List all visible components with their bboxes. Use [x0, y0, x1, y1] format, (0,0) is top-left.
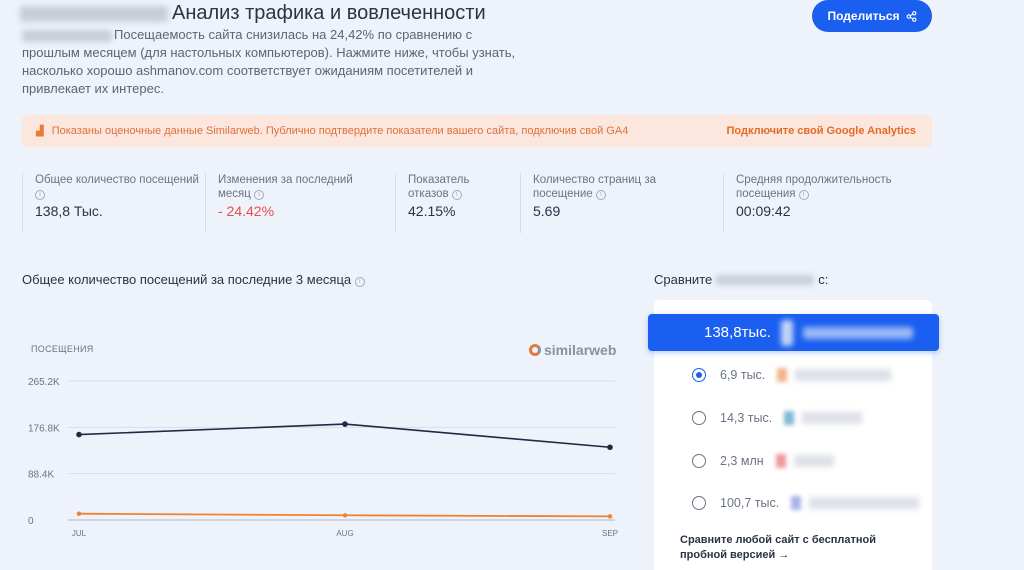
- metric-label: Средняя продолжительность посещения: [736, 174, 892, 200]
- site-favicon-blurred: [775, 454, 786, 468]
- data-point[interactable]: [607, 444, 613, 451]
- share-button[interactable]: Поделиться: [812, 0, 932, 32]
- compare-option[interactable]: 14,3 тыс.: [692, 408, 863, 428]
- visits-line-chart: 0 88.4K 176.8K 265.2K JUL AUG SEP: [28, 377, 618, 538]
- radio-button[interactable]: [692, 454, 706, 468]
- chart-y-axis-label: ПОСЕЩЕНИЯ: [31, 344, 94, 354]
- site-favicon-blurred: [780, 319, 793, 346]
- data-point[interactable]: [342, 421, 348, 427]
- radio-button[interactable]: [692, 496, 706, 510]
- radio-button-selected[interactable]: [692, 368, 706, 382]
- metric-monthly-change: Изменения за последний месяц i - 24.42%: [205, 173, 395, 233]
- info-icon[interactable]: i: [451, 190, 462, 200]
- similarweb-logo: similarweb: [529, 342, 616, 358]
- y-tick-label: 176.8K: [28, 423, 60, 434]
- bar-chart-icon: ▟: [36, 125, 44, 137]
- metric-value: 42.15%: [408, 203, 456, 219]
- site-name-blurred: [802, 412, 863, 424]
- free-trial-link[interactable]: Сравните любой сайт с бесплатной пробной…: [680, 534, 876, 561]
- option-visits: 14,3 тыс.: [720, 411, 773, 425]
- y-tick-label: 88.4K: [28, 470, 54, 481]
- metric-label: Общее количество посещений: [35, 174, 199, 186]
- compare-option[interactable]: 6,9 тыс.: [692, 365, 892, 385]
- info-icon[interactable]: i: [798, 190, 809, 200]
- compare-option[interactable]: 100,7 тыс.: [692, 493, 920, 513]
- site-name-blurred: [22, 30, 112, 42]
- y-tick-label: 265.2K: [28, 377, 60, 388]
- compare-option[interactable]: 2,3 млн: [692, 451, 834, 471]
- site-favicon-blurred: [784, 411, 795, 425]
- data-point[interactable]: [76, 511, 82, 516]
- metric-pages-per-visit: Количество страниц за посещение i 5.69: [520, 173, 722, 233]
- site-name-blurred: [802, 326, 913, 339]
- page-description: Посещаемость сайта снизилась на 24,42% п…: [22, 27, 516, 96]
- page-title: Анализ трафика и вовлеченности: [172, 2, 486, 24]
- similarweb-logo-text: similarweb: [544, 342, 617, 358]
- x-tick-label: JUL: [72, 529, 87, 538]
- metric-label: Изменения за последний месяц: [218, 174, 353, 200]
- metric-total-visits: Общее количество посещений i 138,8 Тыс.: [22, 173, 204, 233]
- site-name-blurred: [20, 6, 168, 22]
- compare-title-suffix: с:: [818, 272, 829, 287]
- chart-title-text: Общее количество посещений за последние …: [22, 272, 352, 287]
- banner-text: Показаны оценочные данные Similarweb. Пу…: [51, 125, 629, 137]
- share-icon: [906, 10, 916, 22]
- radio-button[interactable]: [692, 411, 706, 425]
- x-tick-label: AUG: [336, 529, 353, 538]
- metric-value: 5.69: [533, 203, 561, 219]
- similarweb-logo-icon: [529, 344, 541, 356]
- metrics-row: Общее количество посещений i 138,8 Тыс. …: [22, 173, 932, 233]
- option-visits: 2,3 млн: [720, 454, 764, 468]
- site-favicon-blurred: [777, 368, 788, 382]
- option-visits: 6,9 тыс.: [720, 368, 766, 382]
- info-icon[interactable]: i: [254, 190, 265, 200]
- data-point[interactable]: [76, 431, 82, 438]
- metric-value: 00:09:42: [736, 203, 791, 219]
- data-point[interactable]: [342, 513, 348, 518]
- site-favicon-blurred: [791, 496, 802, 510]
- chart-title: Общее количество посещений за последние …: [22, 272, 365, 287]
- main-site-row: 138,8тыс.: [648, 314, 939, 351]
- metric-value: - 24.42%: [218, 203, 275, 219]
- share-button-label: Поделиться: [827, 9, 900, 23]
- x-tick-label: SEP: [602, 529, 618, 538]
- site-name-blurred: [795, 369, 892, 381]
- site-name-blurred: [716, 275, 815, 285]
- metric-label: Количество страниц за посещение: [533, 174, 656, 200]
- info-icon[interactable]: i: [595, 190, 606, 200]
- compare-title-prefix: Сравните: [654, 272, 713, 287]
- site-name-blurred: [793, 455, 834, 467]
- metric-label: Показатель отказов: [408, 174, 470, 200]
- data-point[interactable]: [607, 514, 613, 519]
- metric-bounce-rate: Показатель отказов i 42.15%: [395, 173, 520, 233]
- info-icon[interactable]: i: [354, 277, 365, 287]
- metric-value: 138,8 Тыс.: [35, 203, 103, 219]
- info-icon[interactable]: i: [35, 190, 45, 200]
- option-visits: 100,7 тыс.: [720, 496, 780, 510]
- compare-title: Сравните с:: [654, 272, 828, 287]
- main-site-visits: 138,8тыс.: [704, 324, 771, 341]
- site-name-blurred: [809, 497, 920, 509]
- connect-ga-link[interactable]: Подключите свой Google Analytics: [726, 125, 917, 137]
- y-tick-label: 0: [28, 516, 34, 527]
- estimated-data-banner: ▟ Показаны оценочные данные Similarweb. …: [22, 115, 932, 147]
- metric-avg-duration: Средняя продолжительность посещения i 00…: [723, 173, 932, 233]
